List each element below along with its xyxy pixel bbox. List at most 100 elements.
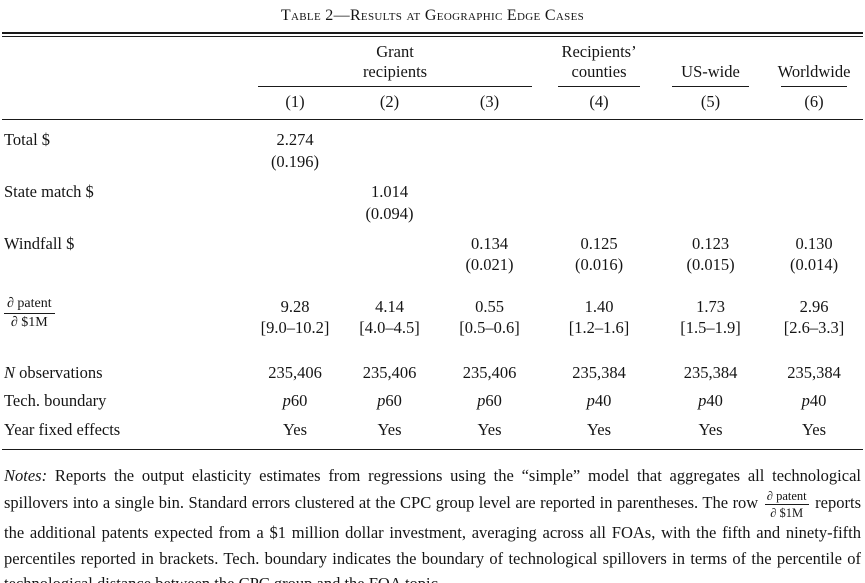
percentile-number: 40 xyxy=(594,391,612,411)
percentile-number: 40 xyxy=(809,391,827,411)
value-cell: p60 xyxy=(248,383,342,411)
value-cell: 2.274 (0.196) xyxy=(248,120,342,172)
column-number-row: (1) (2) (3) (4) (5) (6) xyxy=(2,87,864,121)
fraction-denominator: ∂ $1M xyxy=(770,505,804,520)
row-label-tech-boundary: Tech. boundary xyxy=(4,391,107,411)
value-cell: 0.55 [0.5–0.6] xyxy=(437,276,542,339)
group-underline xyxy=(672,86,750,88)
col-number-5: (5) xyxy=(656,87,766,121)
estimate-value: 2.274 xyxy=(276,130,314,150)
percentile-range: [1.2–1.6] xyxy=(568,318,630,338)
value-cell: 235,384 xyxy=(787,362,841,382)
value-cell: Yes xyxy=(437,411,543,451)
value-cell xyxy=(342,224,437,276)
value-cell: p40 xyxy=(765,383,863,411)
col-group-us-wide: US-wide xyxy=(656,37,765,88)
value-cell: 235,384 xyxy=(572,362,626,382)
value-cell xyxy=(656,120,765,172)
col-number-4: (4) xyxy=(542,87,657,121)
table-notes: Notes: Reports the output elasticity est… xyxy=(2,463,863,583)
value-cell: Yes xyxy=(542,411,657,451)
value-cell xyxy=(248,172,342,224)
row-label-total: Total $ xyxy=(4,130,51,150)
group-underline xyxy=(258,86,533,88)
percentile-range: [2.6–3.3] xyxy=(783,318,845,338)
standard-error: (0.196) xyxy=(270,151,320,171)
standard-error: (0.016) xyxy=(574,255,624,275)
value-cell xyxy=(656,172,765,224)
value-cell xyxy=(542,172,656,224)
value-cell: Yes xyxy=(248,411,342,451)
value-cell: 1.014 (0.094) xyxy=(342,172,437,224)
value-cell: 0.123 (0.015) xyxy=(656,224,765,276)
estimate-value: 0.55 xyxy=(475,296,504,316)
percentile-prefix: p xyxy=(586,391,595,411)
value-cell: 4.14 [4.0–4.5] xyxy=(342,276,437,339)
group-underline xyxy=(558,86,641,88)
col-number-3: (3) xyxy=(437,87,543,121)
notes-text-1: Reports the output elasticity estimates … xyxy=(4,466,861,512)
value-cell: p60 xyxy=(342,383,437,411)
percentile-prefix: p xyxy=(377,391,386,411)
n-symbol: N xyxy=(4,362,16,382)
value-cell xyxy=(437,172,542,224)
value-cell xyxy=(437,120,542,172)
standard-error: (0.014) xyxy=(789,255,839,275)
results-table: Grant recipients Recipients’ counties US… xyxy=(2,37,864,451)
estimate-value: 0.130 xyxy=(795,234,833,253)
table-row-n-observations: N observations 235,406 235,406 235,406 2… xyxy=(2,339,863,383)
estimate-value: 1.014 xyxy=(370,182,409,202)
value-cell: 235,406 xyxy=(268,362,322,382)
group-label-line: counties xyxy=(571,62,627,82)
value-cell: 9.28 [9.0–10.2] xyxy=(248,276,342,339)
table-row-total: Total $ 2.274 (0.196) xyxy=(2,120,863,172)
estimate-value: 0.134 xyxy=(470,234,509,253)
group-underline xyxy=(781,86,848,88)
value-cell xyxy=(765,120,863,172)
col-number-2: (2) xyxy=(342,87,437,121)
value-cell: Yes xyxy=(765,411,864,451)
group-label-line: Worldwide xyxy=(777,62,851,82)
col-number-6: (6) xyxy=(765,87,864,121)
value-cell: 235,384 xyxy=(683,362,738,382)
group-label-line: Recipients’ xyxy=(561,42,637,61)
percentile-number: 60 xyxy=(290,391,308,411)
estimate-value: 0.125 xyxy=(580,234,618,253)
fraction-numerator: ∂ patent xyxy=(764,488,809,505)
value-cell: 0.134 (0.021) xyxy=(437,224,542,276)
table-row-tech-boundary: Tech. boundary p60 p60 p60 p40 p40 p40 xyxy=(2,383,863,411)
value-cell xyxy=(765,172,863,224)
row-label-year-fixed-effects: Year fixed effects xyxy=(2,411,248,451)
value-cell: 1.40 [1.2–1.6] xyxy=(542,276,656,339)
percentile-prefix: p xyxy=(282,391,291,411)
estimate-value: 9.28 xyxy=(280,296,310,316)
table-row-windfall: Windfall $ 0.134 (0.021) 0.125 (0.016) 0… xyxy=(2,224,863,276)
group-label-line: Grant xyxy=(376,42,414,61)
percentile-number: 40 xyxy=(706,391,723,411)
percentile-number: 60 xyxy=(485,391,502,411)
top-double-rule xyxy=(2,32,863,37)
value-cell: Yes xyxy=(656,411,766,451)
percentile-range: [1.5–1.9] xyxy=(680,318,741,338)
value-cell: 0.130 (0.014) xyxy=(765,224,863,276)
value-cell: p40 xyxy=(542,383,656,411)
standard-error: (0.015) xyxy=(686,255,735,275)
column-group-row: Grant recipients Recipients’ counties US… xyxy=(2,37,863,88)
percentile-prefix: p xyxy=(477,391,486,411)
table-row-state-match: State match $ 1.014 (0.094) xyxy=(2,172,863,224)
percentile-prefix: p xyxy=(801,391,810,411)
value-cell xyxy=(342,120,437,172)
table-row-year-fixed-effects: Year fixed effects Yes Yes Yes Yes Yes Y… xyxy=(2,411,864,451)
group-label-line: recipients xyxy=(362,62,428,82)
notes-text-2: reports the additional patents expected … xyxy=(4,492,861,583)
partial-derivative-fraction: ∂ patent ∂ $1M xyxy=(4,296,55,332)
table-title: Table 2—Results at Geographic Edge Cases xyxy=(280,7,585,24)
row-label-windfall: Windfall $ xyxy=(4,234,75,253)
row-label-patent-per-million: ∂ patent ∂ $1M xyxy=(2,276,248,339)
percentile-range: [9.0–10.2] xyxy=(260,318,330,338)
fraction-denominator: ∂ $1M xyxy=(10,315,48,331)
group-label-line: US-wide xyxy=(681,62,740,82)
estimate-value: 1.40 xyxy=(584,296,614,316)
standard-error: (0.021) xyxy=(465,255,514,275)
fraction-numerator: ∂ patent xyxy=(4,296,55,315)
